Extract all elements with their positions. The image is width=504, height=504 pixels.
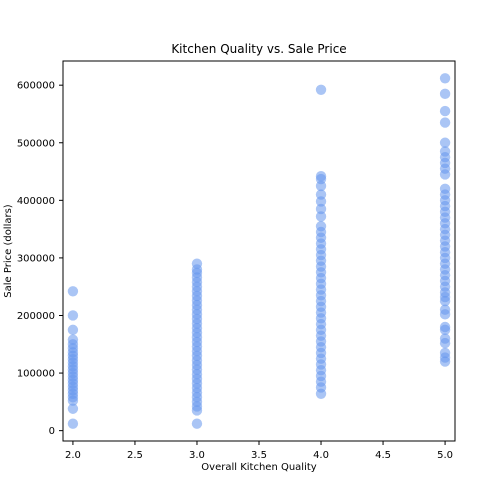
data-point — [67, 324, 79, 336]
data-point — [439, 105, 451, 117]
x-tick-label: 2.0 — [65, 450, 81, 461]
data-point — [67, 286, 79, 297]
data-point — [439, 146, 451, 157]
data-point — [191, 418, 203, 429]
data-point — [439, 321, 451, 333]
data-point — [439, 117, 451, 128]
x-axis: 2.0 2.5 3.0 3.5 4.0 4.5 5.0 — [65, 441, 453, 461]
y-tick-label: 500000 — [17, 138, 55, 149]
data-point — [439, 333, 451, 344]
data-point — [439, 88, 451, 100]
x-axis-label: Overall Kitchen Quality — [201, 462, 316, 473]
x-tick-label: 2.5 — [127, 450, 143, 461]
y-axis: 0 100000 200000 300000 400000 500000 600000 — [17, 81, 63, 437]
data-point — [439, 137, 451, 148]
data-point — [439, 73, 451, 84]
data-point — [67, 418, 79, 429]
data-point — [439, 183, 451, 195]
x-tick-label: 4.5 — [375, 450, 391, 461]
data-point — [315, 203, 327, 215]
data-point — [67, 403, 79, 414]
x-tick-label: 3.5 — [251, 450, 267, 461]
data-point — [315, 84, 327, 95]
data-point — [67, 334, 79, 345]
x-tick-label: 5.0 — [437, 450, 453, 461]
y-tick-label: 100000 — [17, 369, 55, 380]
data-points — [67, 73, 451, 429]
y-axis-label: Sale Price (dollars) — [3, 204, 14, 298]
data-point — [315, 170, 327, 182]
y-tick-label: 600000 — [17, 81, 55, 92]
y-tick-label: 400000 — [17, 196, 55, 207]
x-tick-label: 4.0 — [313, 450, 329, 461]
data-point — [439, 347, 451, 359]
data-point — [315, 189, 327, 200]
data-point — [439, 304, 451, 315]
y-tick-label: 200000 — [17, 311, 55, 322]
data-point — [191, 258, 203, 269]
data-point — [315, 211, 327, 222]
y-tick-label: 0 — [49, 426, 55, 437]
data-point — [315, 221, 327, 232]
x-tick-label: 3.0 — [189, 450, 205, 461]
chart-title: Kitchen Quality vs. Sale Price — [171, 42, 346, 56]
y-tick-label: 300000 — [17, 253, 55, 264]
data-point — [67, 310, 79, 321]
